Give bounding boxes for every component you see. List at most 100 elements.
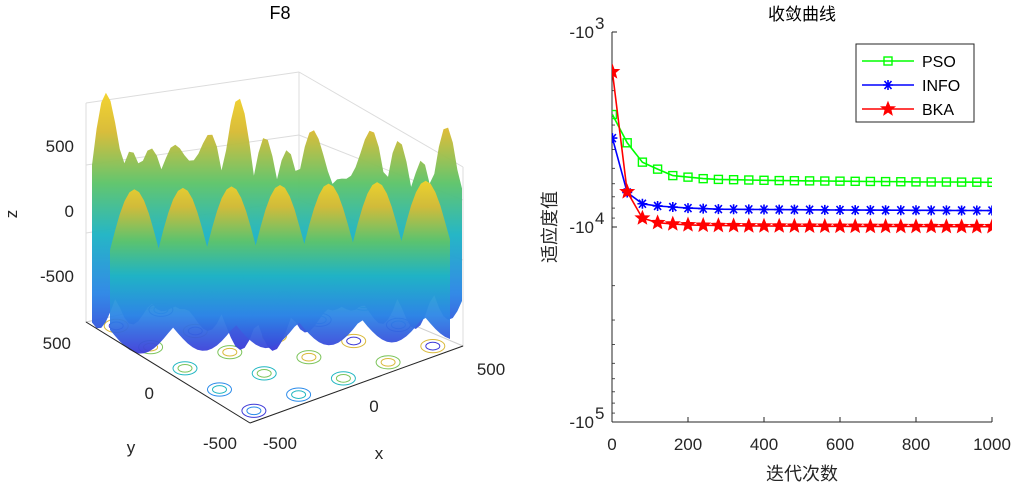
legend-entry-info: INFO [862, 78, 960, 95]
contour-ring [241, 403, 267, 418]
contour-ring [256, 369, 272, 378]
data-point [883, 80, 893, 90]
contour-ring [222, 347, 238, 357]
data-point [612, 63, 621, 79]
data-point [683, 203, 693, 214]
x-tick: 500 [477, 360, 505, 379]
data-point [877, 218, 894, 234]
convergence-x-label: 迭代次数 [766, 464, 838, 485]
x-tick-label: 0 [607, 435, 616, 454]
y-ticks: -10 3-10 4-10 5 [569, 14, 617, 432]
contour-ring [172, 361, 198, 376]
data-point [816, 217, 833, 233]
x-axis-label: x [375, 444, 384, 463]
legend-entry-bka: BKA [862, 100, 954, 119]
y-tick: 0 [145, 384, 154, 403]
data-point [725, 217, 742, 233]
z-tick: 0 [65, 202, 74, 221]
data-point [819, 204, 830, 215]
data-point [740, 217, 757, 233]
data-point [786, 217, 803, 233]
series-group [612, 63, 992, 234]
z-axis-label: z [2, 210, 21, 219]
legend: PSO INFO BKA [855, 43, 975, 123]
data-point [971, 205, 982, 216]
data-point [820, 176, 830, 186]
data-point [956, 177, 967, 187]
z-tick: -500 [40, 267, 74, 286]
data-point [649, 214, 666, 230]
data-point [941, 205, 952, 216]
front-axes [85, 321, 464, 424]
data-point [907, 218, 925, 234]
data-point [774, 204, 785, 215]
convergence-title: 收敛曲线 [768, 5, 836, 25]
contour-ring [286, 387, 312, 402]
data-point [612, 109, 618, 120]
data-point [683, 172, 693, 182]
x-tick-label: 1000 [973, 435, 1011, 454]
y-tick: -500 [203, 434, 237, 453]
data-point [895, 205, 906, 216]
contour-ring [301, 352, 317, 362]
data-point [612, 133, 618, 144]
data-point [771, 217, 788, 233]
contour-ring [375, 355, 401, 370]
contour-ring [380, 357, 396, 367]
data-point [710, 217, 727, 233]
data-point [987, 205, 992, 216]
x-tick-label: 200 [674, 435, 702, 454]
contour-ring [291, 390, 307, 399]
data-point [835, 204, 845, 215]
data-point [774, 175, 784, 186]
data-point [896, 177, 906, 187]
y-tick-exponent: 5 [595, 404, 604, 423]
contour-ring [251, 366, 277, 381]
contour-ring [207, 382, 232, 397]
data-point [652, 164, 663, 174]
series-info [612, 133, 992, 216]
data-point [956, 205, 967, 216]
data-point [880, 205, 891, 216]
contour-ring [296, 350, 322, 365]
data-point [879, 100, 897, 116]
contour-ring [212, 385, 227, 394]
data-point [987, 177, 992, 188]
y-tick-label: -10 [569, 218, 594, 237]
z-tick: 500 [46, 137, 74, 156]
series-pso [612, 109, 992, 188]
contour-ring [346, 336, 362, 346]
data-point [637, 198, 648, 209]
legend-label: INFO [922, 78, 960, 95]
data-point [713, 204, 724, 215]
data-point [862, 218, 879, 234]
data-point [865, 205, 876, 216]
data-point [850, 176, 860, 187]
data-point [880, 176, 891, 187]
data-point [847, 218, 864, 234]
data-point [759, 204, 769, 215]
data-point [953, 218, 970, 234]
data-point [728, 204, 739, 215]
data-point [667, 202, 678, 213]
contour-ring [177, 363, 193, 373]
data-point [883, 56, 893, 66]
data-point [619, 183, 636, 199]
contour-ring [246, 406, 262, 416]
data-point [972, 177, 982, 187]
data-point [622, 138, 632, 148]
contour-ring [217, 345, 243, 360]
legend-entry-pso: PSO [862, 54, 956, 71]
contour-ring [341, 333, 367, 349]
data-point [695, 216, 712, 233]
y-tick-label: -10 [569, 23, 594, 42]
surface-chart: F8 500 0 -500 z 500 0 -500 y -500 0 500 … [2, 3, 505, 463]
data-point [744, 175, 754, 185]
legend-label: PSO [922, 54, 956, 71]
y-tick-exponent: 3 [595, 14, 604, 33]
data-point [664, 215, 681, 231]
data-point [698, 203, 709, 214]
data-point [668, 170, 678, 181]
surface-front-ridge [110, 180, 450, 354]
series-line [612, 114, 992, 184]
